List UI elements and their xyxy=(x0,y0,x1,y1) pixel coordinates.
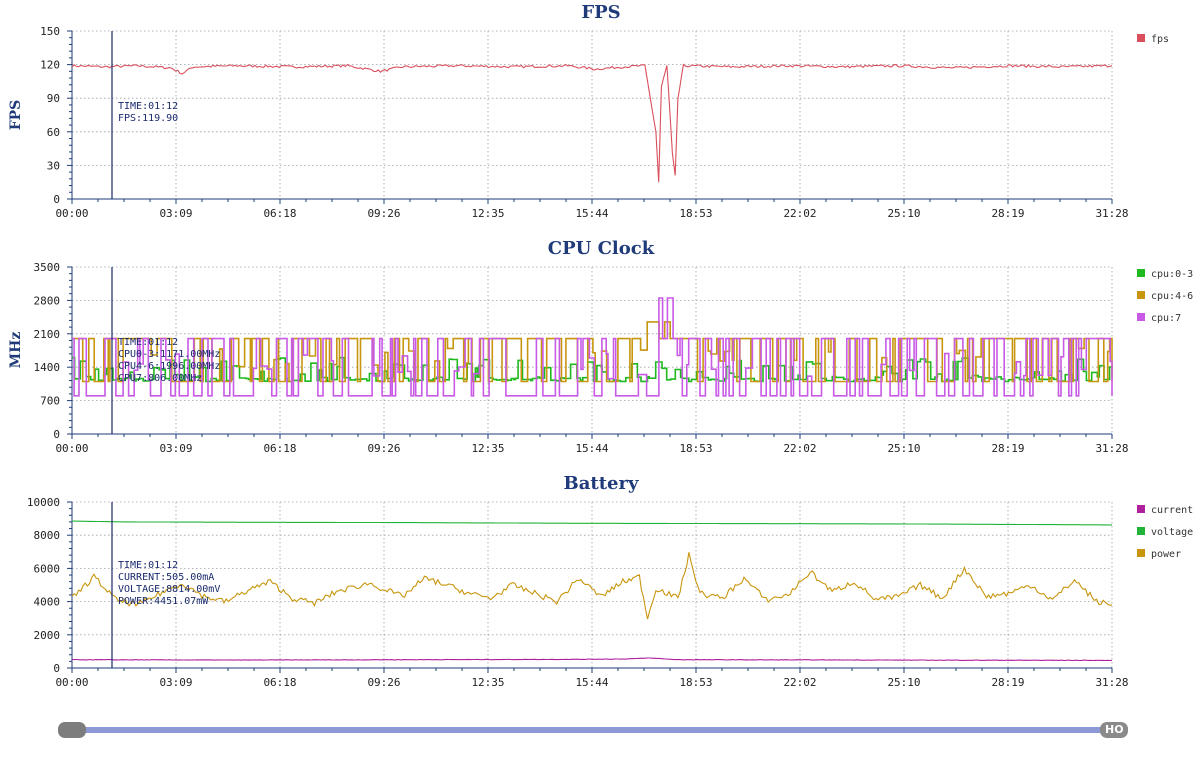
fps-chart: FPS FPS 0 30 60 90 120 150 00:00 03:09 06:18 09:2… xyxy=(8,2,1169,220)
x-tick-label: 12:35 xyxy=(471,207,504,220)
cursor-tooltip-line: CPU7:806.00MHz xyxy=(118,373,202,384)
legend-swatch[interactable] xyxy=(1137,269,1145,277)
y-tick-label: 3500 xyxy=(34,261,61,274)
legend-label[interactable]: fps xyxy=(1151,34,1169,45)
x-tick-label: 22:02 xyxy=(783,207,816,220)
x-tick-label: 09:26 xyxy=(367,676,400,689)
legend-swatch[interactable] xyxy=(1137,505,1145,513)
y-tick-label: 60 xyxy=(47,126,60,139)
cursor-tooltip-line: POWER:4451.07mW xyxy=(118,596,209,607)
y-tick-label: 6000 xyxy=(34,562,61,575)
legend-swatch[interactable] xyxy=(1137,313,1145,321)
x-tick-label: 28:19 xyxy=(991,676,1024,689)
x-tick-label: 25:10 xyxy=(887,207,920,220)
x-tick-label: 00:00 xyxy=(55,442,88,455)
x-tick-label: 25:10 xyxy=(887,676,920,689)
x-tick-label: 09:26 xyxy=(367,442,400,455)
y-tick-label: 1400 xyxy=(34,361,61,374)
legend-swatch[interactable] xyxy=(1137,549,1145,557)
y-tick-label: 150 xyxy=(40,25,60,38)
x-tick-label: 18:53 xyxy=(679,442,712,455)
y-tick-label: 2000 xyxy=(34,629,61,642)
y-tick-label: 8000 xyxy=(34,529,61,542)
x-tick-label: 31:28 xyxy=(1095,676,1128,689)
series-line-current xyxy=(71,657,1113,662)
series-line-cpu-7 xyxy=(72,297,1113,397)
y-tick-label: 0 xyxy=(53,428,60,441)
y-tick-label: 10000 xyxy=(27,496,60,509)
y-tick-label: 0 xyxy=(53,662,60,675)
legend-label[interactable]: voltage xyxy=(1151,527,1193,538)
cpu-clock-chart-title: CPU Clock xyxy=(548,238,655,259)
cursor-tooltip-line: CURRENT:505.00mA xyxy=(118,572,214,583)
y-tick-label: 4000 xyxy=(34,596,61,609)
x-tick-label: 18:53 xyxy=(679,676,712,689)
series-line-fps xyxy=(71,63,1113,183)
cursor-tooltip-line: FPS:119.90 xyxy=(118,113,178,124)
x-tick-label: 15:44 xyxy=(575,676,608,689)
fps-chart-title: FPS xyxy=(581,2,620,23)
x-tick-label: 09:26 xyxy=(367,207,400,220)
x-tick-label: 06:18 xyxy=(263,676,296,689)
legend-label[interactable]: power xyxy=(1151,549,1181,560)
x-tick-label: 28:19 xyxy=(991,442,1024,455)
x-tick-label: 06:18 xyxy=(263,442,296,455)
y-tick-label: 700 xyxy=(40,395,60,408)
legend-swatch[interactable] xyxy=(1137,34,1145,42)
cursor-tooltip-line: VOLTAGE:8814.00mV xyxy=(118,584,220,595)
series-line-voltage xyxy=(72,520,1112,526)
timeline-scrollbar-left-handle[interactable] xyxy=(58,722,86,738)
x-tick-label: 12:35 xyxy=(471,676,504,689)
cpu-clock-chart: CPU Clock MHz 0 700 1400 2100 2800 3500 00:00 0… xyxy=(8,238,1193,455)
x-tick-label: 15:44 xyxy=(575,207,608,220)
x-tick-label: 18:53 xyxy=(679,207,712,220)
x-tick-label: 03:09 xyxy=(159,207,192,220)
x-tick-label: 25:10 xyxy=(887,442,920,455)
battery-chart: Battery 0 2000 4000 6000 8000 10000 00:00 03:09… xyxy=(27,473,1193,689)
x-tick-label: 00:00 xyxy=(55,207,88,220)
x-tick-label: 06:18 xyxy=(263,207,296,220)
timeline-scrollbar-right-handle[interactable] xyxy=(1100,722,1128,738)
cursor-tooltip-line: TIME:01:12 xyxy=(118,101,178,112)
legend-label[interactable]: current xyxy=(1151,505,1193,516)
cursor-tooltip-line: CPU4-6:1996.00MHz xyxy=(118,361,220,372)
y-tick-label: 0 xyxy=(53,193,60,206)
x-tick-label: 00:00 xyxy=(55,676,88,689)
cursor-tooltip-line: TIME:01:12 xyxy=(118,337,178,348)
x-tick-label: 15:44 xyxy=(575,442,608,455)
series-line-power xyxy=(71,552,1113,620)
legend-label[interactable]: cpu:0-3 xyxy=(1151,269,1193,280)
cursor-tooltip-line: CPU0-3:1171.00MHz xyxy=(118,349,220,360)
y-tick-label: 90 xyxy=(47,92,60,105)
y-tick-label: 120 xyxy=(40,59,60,72)
fps-y-axis-label: FPS xyxy=(8,100,24,131)
x-tick-label: 12:35 xyxy=(471,442,504,455)
x-tick-label: 22:02 xyxy=(783,676,816,689)
y-tick-label: 30 xyxy=(47,159,60,172)
cursor-tooltip-line: TIME:01:12 xyxy=(118,560,178,571)
legend-swatch[interactable] xyxy=(1137,527,1145,535)
x-tick-label: 31:28 xyxy=(1095,207,1128,220)
y-tick-label: 2800 xyxy=(34,294,61,307)
y-tick-label: 2100 xyxy=(34,328,61,341)
legend-swatch[interactable] xyxy=(1137,291,1145,299)
legend-label[interactable]: cpu:4-6 xyxy=(1151,291,1193,302)
scrollbar-label: HO xyxy=(1105,723,1124,736)
cpu-clock-y-axis-label: MHz xyxy=(8,332,24,369)
battery-chart-title: Battery xyxy=(564,473,639,494)
legend-label[interactable]: cpu:7 xyxy=(1151,313,1181,324)
x-tick-label: 03:09 xyxy=(159,442,192,455)
x-tick-label: 22:02 xyxy=(783,442,816,455)
x-tick-label: 03:09 xyxy=(159,676,192,689)
x-tick-label: 31:28 xyxy=(1095,442,1128,455)
timeline-scrollbar-track[interactable] xyxy=(60,727,1128,733)
series-line-cpu-0-3 xyxy=(72,356,1113,383)
x-tick-label: 28:19 xyxy=(991,207,1024,220)
